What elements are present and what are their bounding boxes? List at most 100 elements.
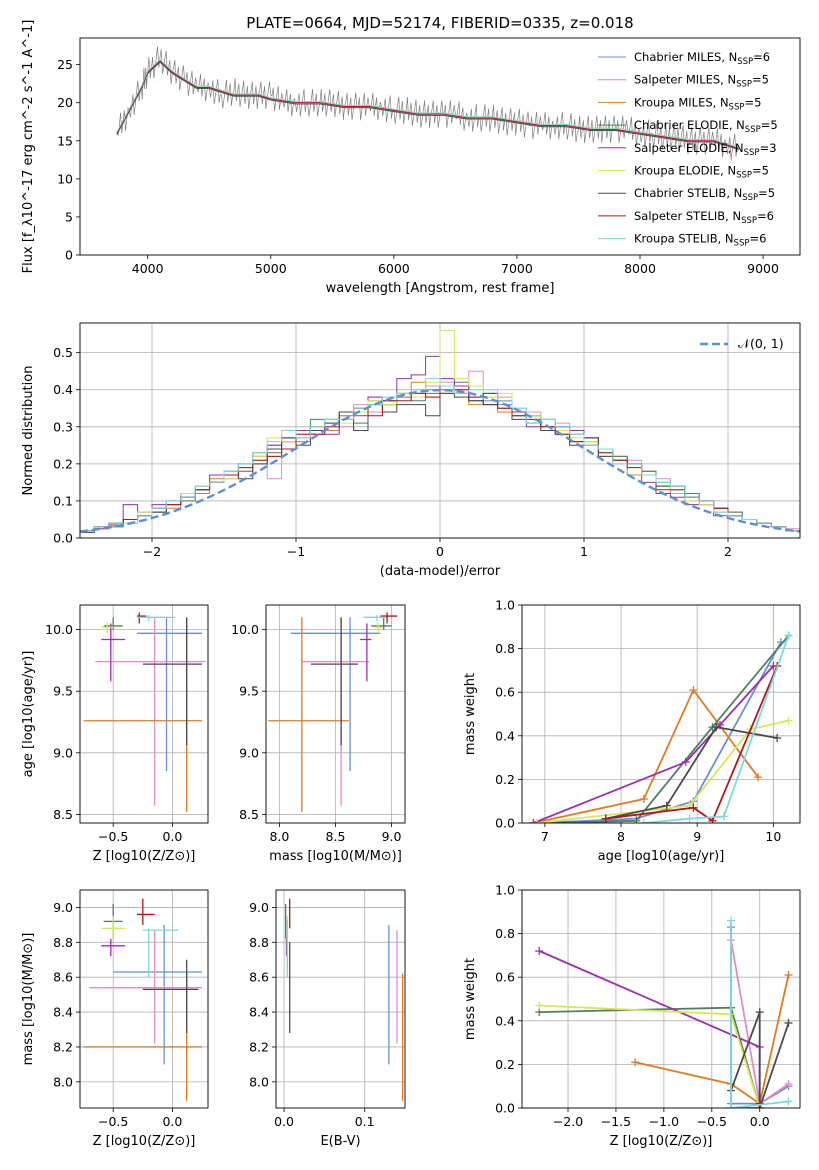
mw_vs_age-series-line: [533, 665, 774, 823]
ebv-xtick-label: 0.0: [274, 1114, 294, 1129]
spectrum-model-line: [116, 60, 739, 149]
age_vs_mass-xlabel: mass [log10(M/M⊙)]: [269, 849, 402, 864]
spectrum-model-line: [116, 61, 739, 150]
ebv-ytick-label: 8.6: [249, 970, 269, 985]
figure-title: PLATE=0664, MJD=52174, FIBERID=0335, z=0…: [246, 14, 633, 32]
age_vs_mass-ytick-label: 8.5: [239, 807, 259, 822]
mass_vs_Z-frame: [79, 889, 209, 1109]
mw_vs_Z-xlabel: Z [log10(Z/Z⊙)]: [610, 1134, 713, 1149]
age_vs_Z-ylabel: age [log10(age/yr)]: [21, 651, 36, 778]
legend-sub: SSP: [744, 148, 760, 158]
legend-nssp: =3: [760, 141, 777, 155]
age_vs_mass-ytick-label: 10.0: [231, 622, 259, 637]
chart-layer: 4000 5000 6000 7000 8000 90000510152025wavele…: [21, 20, 801, 1149]
mw_vs_Z-series-line: [539, 1006, 761, 1108]
mw_vs_age-xtick-label: 8: [617, 829, 625, 844]
age_vs_mass-ytick-label: 9.0: [239, 745, 259, 760]
legend-sub: SSP: [736, 171, 752, 181]
mw_vs_Z-series-line: [730, 920, 789, 1108]
age_vs_Z-frame: [79, 604, 209, 824]
residuals-ytick-label: 0.1: [53, 493, 73, 508]
residuals-plot-area: [80, 329, 800, 533]
residuals-ytick-label: 0.3: [53, 419, 73, 434]
mw_vs_age-xtick-label: 7: [541, 829, 549, 844]
spectrum-xtick-label: 6000: [378, 261, 410, 276]
residuals-ytick-label: 0.5: [53, 345, 73, 360]
spectrum-ytick-label: 20: [57, 95, 73, 110]
age_vs_Z-xlabel: Z [log10(Z/Z⊙)]: [93, 849, 196, 864]
mw_vs_age-xtick-label: 10: [765, 829, 781, 844]
mw_vs_Z-xtick-label: −0.5: [697, 1114, 727, 1129]
age_vs_Z-ytick-label: 10.0: [45, 622, 73, 637]
age_vs_mass-xtick-label: 8.5: [326, 829, 346, 844]
residuals-xtick-label: 1: [580, 544, 588, 559]
age_vs_mass-plot-area: [268, 612, 398, 812]
residuals-frame: [79, 322, 801, 539]
spectrum-frame: [79, 37, 801, 256]
ebv-ytick-label: 8.8: [249, 935, 269, 950]
mass_vs_Z-ytick-label: 8.0: [53, 1074, 73, 1089]
mw_vs_Z-plot-area: [535, 916, 793, 1108]
spectrum-ytick-label: 25: [57, 57, 73, 72]
residuals-ylabel: Normed distribution: [21, 366, 36, 496]
spectrum-plot-area: [116, 46, 739, 160]
legend-entry: Kroupa ELODIE, NSSP=5: [634, 164, 769, 181]
spectrum-ytick-label: 10: [57, 171, 73, 186]
mass_vs_Z-ytick-label: 8.8: [53, 935, 73, 950]
spectrum-ytick-label: 5: [65, 209, 73, 224]
legend-nssp: =5: [761, 118, 778, 132]
spectrum-xlabel: wavelength [Angstrom, rest frame]: [326, 281, 555, 296]
mass_vs_Z-ytick-label: 8.2: [53, 1039, 73, 1054]
mw_vs_Z-ytick-label: 0.6: [495, 970, 515, 985]
legend-nssp: =6: [749, 232, 766, 246]
legend-nssp: =5: [752, 164, 769, 178]
age_vs_Z-plot-area: [83, 612, 206, 812]
mw_vs_Z-frame: [521, 889, 801, 1109]
legend-sub: SSP: [745, 125, 761, 135]
legend-entry: Salpeter STELIB, NSSP=6: [634, 209, 774, 226]
mw_vs_Z-series-line: [634, 974, 790, 1106]
mw_vs_Z-xtick-label: −1.5: [601, 1114, 631, 1129]
age_vs_mass-xtick-label: 9.0: [382, 829, 402, 844]
spectrum-xtick-label: 7000: [501, 261, 533, 276]
mw_vs_age-xlabel: age [log10(age/yr)]: [598, 849, 725, 864]
mw_vs_Z-ytick-label: 0.4: [495, 1013, 515, 1028]
legend-entry: Chabrier STELIB, NSSP=5: [634, 186, 775, 203]
ebv-xtick-label: 0.1: [355, 1114, 375, 1129]
legend-sub: SSP: [737, 57, 753, 67]
mw_vs_age-ytick-label: 0.4: [495, 728, 515, 743]
ebv-ytick-label: 8.0: [249, 1074, 269, 1089]
age_vs_mass-ytick-label: 9.5: [239, 684, 259, 699]
gaussian-legend-label: 𝒩(0, 1): [738, 336, 784, 351]
mw_vs_Z-ytick-label: 0.0: [495, 1101, 515, 1116]
mw_vs_Z-ytick-label: 0.8: [495, 926, 515, 941]
legend-sub: SSP: [742, 193, 758, 203]
ebv-ytick-label: 9.0: [249, 900, 269, 915]
legend-entry: Salpeter ELODIE, NSSP=3: [634, 141, 777, 158]
age_vs_Z-ytick-label: 9.0: [53, 745, 73, 760]
ebv-ytick-label: 8.2: [249, 1039, 269, 1054]
mw_vs_age-series-line: [643, 635, 790, 823]
mass_vs_Z-xtick-label: 0.0: [162, 1114, 182, 1129]
spectrum-model-line: [116, 59, 739, 148]
residuals-ytick-label: 0.4: [53, 382, 73, 397]
age_vs_Z-ytick-label: 9.5: [53, 684, 73, 699]
mw_vs_age-ytick-label: 0.2: [495, 772, 515, 787]
ebv-plot-area: [285, 898, 404, 1102]
mw_vs_age-ytick-label: 0.0: [495, 816, 515, 831]
residuals-ytick-label: 0.0: [53, 531, 73, 546]
mw_vs_age-frame: [521, 604, 801, 824]
legend-entry: Kroupa STELIB, NSSP=6: [634, 232, 766, 249]
spectrum-ytick-label: 0: [65, 248, 73, 263]
spectrum-ylabel: Flux [f_λ10^-17 erg cm^-2 s^-1 A^-1]: [21, 20, 36, 274]
mw_vs_Z-series-line: [538, 950, 761, 1108]
mw_vs_age-series-line: [537, 641, 782, 823]
mw_vs_age-xtick-label: 9: [693, 829, 701, 844]
legend-entry: Chabrier MILES, NSSP=6: [634, 50, 770, 67]
legend-nssp: =6: [753, 50, 770, 64]
residuals-xlabel: (data-model)/error: [380, 564, 501, 579]
legend-nssp: =5: [758, 186, 775, 200]
mass_vs_Z-ytick-label: 8.4: [53, 1005, 73, 1020]
spectrum-xtick-label: 4000: [132, 261, 164, 276]
age_vs_Z-xtick-label: −0.5: [98, 829, 128, 844]
